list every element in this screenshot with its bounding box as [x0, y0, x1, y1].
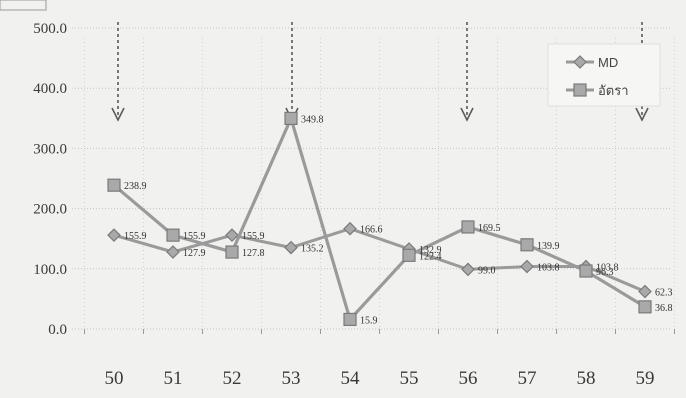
x-tick-label: 52: [223, 368, 242, 389]
y-tick-label: 300.0: [33, 141, 67, 157]
rate-point-2: [225, 245, 239, 259]
md-data-label: 103.8: [596, 263, 619, 274]
rate-point-9: [638, 300, 652, 314]
md-point-legend: [573, 55, 587, 69]
legend-box: [547, 43, 661, 107]
y-tick-label: 200.0: [33, 202, 67, 218]
down-arrow-icon: [460, 22, 474, 122]
rate-data-label: 155.9: [183, 231, 206, 242]
rate-data-label: 139.9: [537, 241, 560, 252]
rate-point-6: [461, 220, 475, 234]
y-tick-label: 100.0: [33, 262, 67, 278]
y-axis-ticks: 0.0 100.0 200.0 300.0 400.0 500.0: [33, 21, 67, 338]
rate-point-3: [284, 111, 298, 126]
x-tick-label: 59: [636, 368, 655, 389]
y-tick-label: 400.0: [33, 81, 67, 97]
rate-legend-label: อัตรา: [598, 83, 629, 98]
md-point-0: [107, 228, 121, 242]
y-tick-label: 500.0: [33, 21, 67, 37]
down-arrow-icon: [285, 22, 299, 122]
md-legend-label: MD: [598, 55, 618, 70]
rate-point-5: [402, 248, 416, 262]
x-axis-ticks: 50 51 52 53 54 55 56 57 58 59: [105, 368, 655, 389]
rate-data-label: 127.8: [242, 248, 265, 259]
rate-data-label: 122.4: [419, 251, 442, 262]
rate-data-label: 96.3: [596, 267, 614, 278]
legend: MD อัตรา: [547, 43, 661, 107]
md-data-label: 132.9: [419, 245, 442, 256]
rate-data-label: 238.9: [124, 181, 147, 192]
grid-layer: [72, 27, 675, 334]
rate-point-legend: [573, 83, 587, 97]
md-data-label: 166.6: [360, 225, 383, 236]
md-data-label: 103.8: [537, 263, 560, 274]
down-arrow-icon: [111, 22, 125, 122]
y-tick-label: 0.0: [48, 322, 67, 338]
md-point-7: [520, 259, 534, 274]
x-tick-label: 54: [341, 368, 361, 389]
md-point-2: [225, 228, 239, 242]
x-tick-label: 57: [518, 368, 537, 389]
series-layer: [107, 111, 652, 327]
rate-point-0: [107, 178, 121, 192]
rate-data-label: 15.9: [360, 315, 378, 326]
rate-data-label: 349.8: [301, 114, 324, 125]
md-point-9: [638, 284, 652, 299]
corner-box: [0, 0, 47, 11]
md-data-label: 155.9: [242, 231, 265, 242]
x-tick-label: 53: [282, 368, 301, 389]
x-tick-label: 50: [105, 368, 124, 389]
md-point-1: [166, 245, 180, 259]
x-tick-label: 58: [577, 368, 596, 389]
rate-point-8: [579, 264, 593, 278]
md-point-6: [461, 262, 475, 277]
md-data-label: 127.9: [183, 248, 206, 259]
md-data-label: 135.2: [301, 244, 324, 255]
rate-point-4: [343, 312, 357, 327]
md-data-label: 155.9: [124, 231, 147, 242]
x-tick-label: 56: [459, 368, 478, 389]
md-data-label: 99.0: [478, 265, 496, 276]
rate-point-7: [520, 238, 534, 252]
data-labels: 155.9 127.9 155.9 135.2 166.6 132.9 99.0 103.8 1…: [124, 114, 673, 326]
x-tick-label: 51: [164, 368, 183, 389]
rate-point-1: [166, 228, 180, 242]
rate-data-label: 169.5: [478, 223, 501, 234]
md-data-label: 62.3: [655, 287, 673, 298]
x-tick-label: 55: [400, 368, 419, 389]
md-point-3: [284, 240, 298, 255]
md-point-4: [343, 221, 357, 236]
rate-data-label: 36.8: [655, 303, 673, 314]
rate-series-line: [112, 113, 646, 323]
